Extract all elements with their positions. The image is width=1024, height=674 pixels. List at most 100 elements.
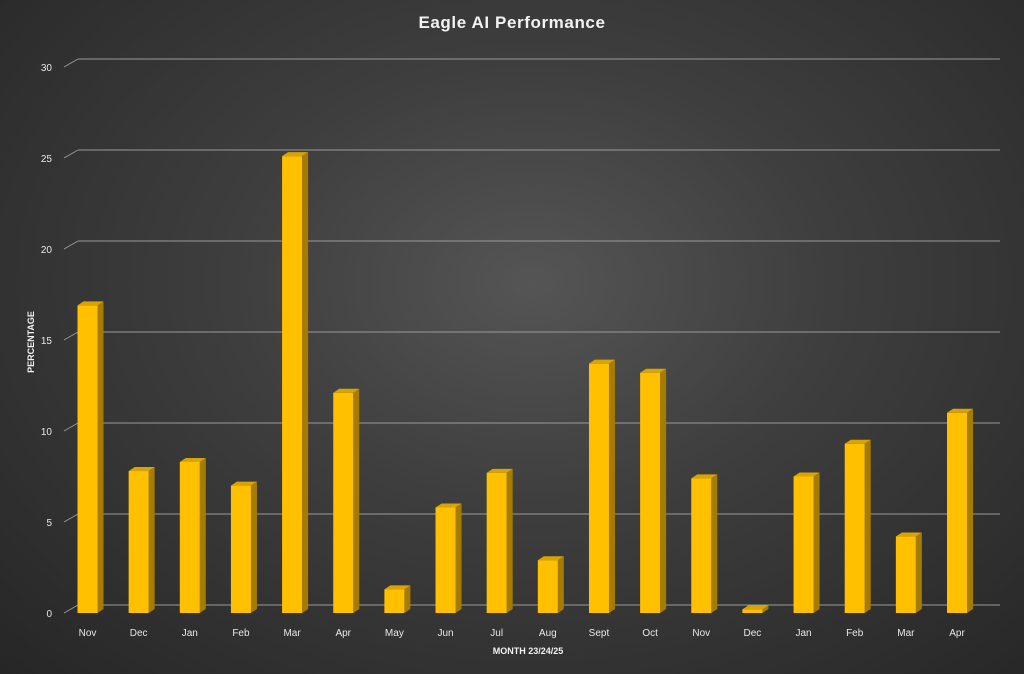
bar (947, 408, 973, 613)
y-tick-label: 10 (41, 427, 53, 438)
bar (486, 468, 513, 613)
bar-top (793, 472, 820, 477)
bar (77, 301, 104, 613)
bar-side (404, 585, 411, 613)
y-tick-label: 15 (41, 336, 53, 347)
bar-front (333, 392, 354, 613)
bar (844, 439, 871, 613)
x-tick-label: Apr (335, 628, 351, 639)
bar (537, 556, 564, 613)
bar-front (282, 156, 303, 613)
bar-top (282, 152, 309, 157)
y-tick-label: 30 (41, 63, 53, 74)
bar-side (97, 301, 104, 613)
y-tick-label: 20 (41, 245, 53, 256)
y-tick-label: 5 (46, 518, 52, 529)
x-tick-label: Nov (79, 628, 97, 639)
y-axis-ticks: 0 5 10 15 20 25 30 (41, 63, 53, 620)
bar-top (435, 503, 462, 508)
bar (128, 467, 155, 613)
x-tick-label: Jun (437, 628, 453, 639)
bar-side (864, 439, 871, 613)
x-tick-label: Apr (949, 628, 965, 639)
x-tick-label: Jan (182, 628, 198, 639)
bar-front (384, 589, 405, 613)
x-tick-label: Aug (539, 628, 557, 639)
bar-front (486, 472, 507, 613)
bar-top (128, 467, 155, 472)
y-axis-label: PERCENTAGE (26, 311, 36, 373)
bar-front (435, 507, 456, 613)
bar (333, 388, 360, 613)
x-tick-label: Nov (692, 628, 710, 639)
gridline (63, 240, 1000, 250)
bar-top (742, 605, 769, 610)
bar-top (333, 388, 360, 393)
bars (77, 152, 973, 613)
x-tick-label: Jul (490, 628, 503, 639)
bar-top (947, 408, 973, 413)
x-tick-label: Oct (642, 628, 658, 639)
y-tick-label: 25 (41, 154, 53, 165)
bar-side (250, 481, 257, 613)
bar-side (967, 408, 973, 613)
bar-top (640, 368, 667, 373)
bar-side (353, 388, 360, 613)
bar-side (813, 472, 820, 613)
x-tick-label: Sept (589, 628, 610, 639)
gridline (63, 149, 1000, 159)
x-tick-label: Feb (846, 628, 864, 639)
bar-side (148, 467, 155, 613)
chart-title: Eagle AI Performance (418, 13, 605, 32)
bar (384, 585, 411, 613)
bar-front (537, 560, 558, 613)
bar-front (179, 461, 200, 613)
bar-side (660, 368, 667, 613)
bar-top (691, 474, 718, 479)
bar (742, 605, 769, 613)
y-tick-label: 0 (46, 609, 52, 620)
bar (793, 472, 820, 613)
x-tick-label: Dec (130, 628, 148, 639)
bar-front (128, 471, 149, 613)
x-tick-label: Mar (283, 628, 301, 639)
bar-front (793, 476, 814, 613)
bar-top (384, 585, 411, 590)
bar-side (557, 556, 564, 613)
bar-side (506, 468, 513, 613)
bar (895, 532, 922, 613)
bar-side (199, 457, 206, 613)
bar-top (179, 457, 206, 462)
bar-top (895, 532, 922, 537)
bar-top (486, 468, 513, 473)
bar (435, 503, 462, 613)
bar-front (588, 363, 609, 613)
bar (588, 359, 615, 613)
bar-side (302, 152, 309, 613)
bar-side (608, 359, 615, 613)
bar (282, 152, 309, 613)
bar-front (895, 536, 916, 613)
bar-front (691, 478, 712, 613)
x-axis-label: MONTH 23/24/25 (493, 646, 564, 656)
bar (230, 481, 257, 613)
x-tick-label: Dec (744, 628, 762, 639)
bar-front (77, 305, 98, 613)
bar (179, 457, 206, 613)
bar-side (711, 474, 718, 613)
x-tick-label: May (385, 628, 404, 639)
bar-side (915, 532, 922, 613)
x-tick-label: Mar (897, 628, 915, 639)
x-axis-ticks: Nov Dec Jan Feb Mar Apr May Jun Jul Aug Sept Oct Nov… (79, 628, 966, 639)
bar (640, 368, 667, 613)
x-tick-label: Jan (795, 628, 811, 639)
bar-top (588, 359, 615, 364)
bar-side (762, 605, 769, 613)
x-tick-label: Feb (232, 628, 250, 639)
bar-front (640, 372, 661, 613)
bar-side (455, 503, 462, 613)
gridline (63, 422, 1000, 432)
bar-top (230, 481, 257, 486)
bar-top (77, 301, 104, 306)
